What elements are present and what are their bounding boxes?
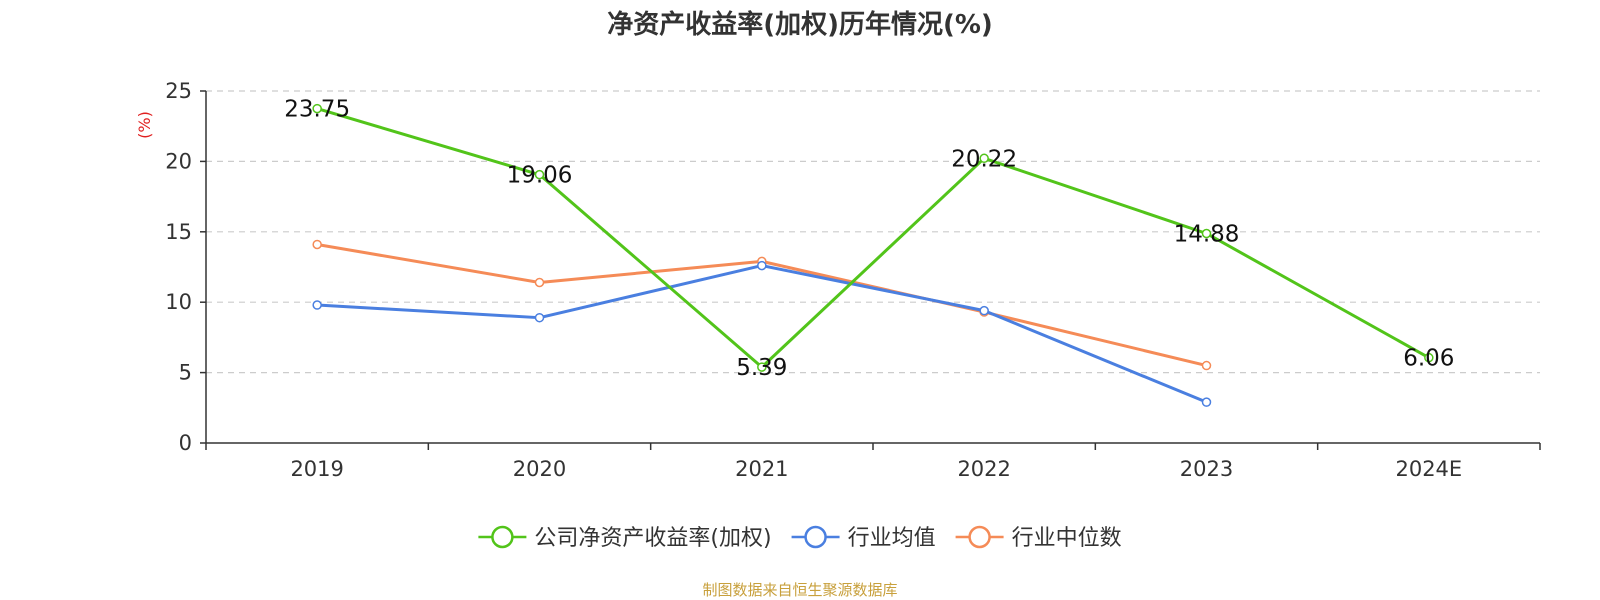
legend-item-2[interactable]: 行业中位数 <box>955 525 1122 551</box>
legend-item-1[interactable]: 行业均值 <box>791 525 936 551</box>
data-label-2019: 23.75 <box>284 97 350 123</box>
y-tick-label-15: 15 <box>165 220 192 244</box>
data-label-2020: 19.06 <box>507 163 573 189</box>
data-label-2024E: 6.06 <box>1403 346 1454 372</box>
series-1-point-2 <box>757 260 767 271</box>
series <box>312 103 1434 407</box>
series-2-point-0 <box>312 239 322 250</box>
series-0-point-3 <box>979 153 989 164</box>
legend-item-0[interactable]: 公司净资产收益率(加权) <box>478 525 772 551</box>
y-tick-label-25: 25 <box>165 79 192 103</box>
x-tick-label-2020: 2020 <box>513 457 566 481</box>
series-0-point-2 <box>757 362 767 372</box>
legend-label-2: 行业中位数 <box>1012 526 1122 551</box>
series-1-point-3 <box>979 305 989 316</box>
y-tick-label-10: 10 <box>165 290 192 314</box>
series-1-point-0 <box>312 300 322 310</box>
series-0-point-1 <box>534 169 545 180</box>
data-labels: 23.75 19.06 5.39 20.22 14.88 6.06 <box>284 97 1454 382</box>
gridlines <box>206 90 1540 374</box>
series-0-point-5 <box>1424 352 1434 363</box>
legend-label-1: 行业均值 <box>848 526 936 551</box>
y-axis-label: (%) <box>135 111 154 139</box>
legend-label-0: 公司净资产收益率(加权) <box>534 526 771 551</box>
series-2-point-4 <box>1201 360 1212 371</box>
data-label-2021: 5.39 <box>736 355 787 381</box>
x-tick-label-2021: 2021 <box>735 457 788 481</box>
series-0-point-4 <box>1201 228 1212 239</box>
series-1-point-4 <box>1201 397 1212 407</box>
chart-title: 净资产收益率(加权)历年情况(%) <box>607 10 993 40</box>
y-tick-label-5: 5 <box>179 361 192 385</box>
y-tick-label-20: 20 <box>165 149 192 173</box>
legend[interactable]: 公司净资产收益率(加权) 行业均值 行业中位数 <box>478 525 1122 551</box>
x-tick-label-2024E: 2024E <box>1395 457 1462 481</box>
axes: 0 5 10 15 20 25 (%) 2019 2020 2021 2022 2023 2024E <box>135 79 1541 481</box>
data-label-2023: 14.88 <box>1174 221 1240 247</box>
source-footer: 制图数据来自恒生聚源数据库 <box>702 581 898 599</box>
series-line-0 <box>316 107 1430 369</box>
x-tick-label-2023: 2023 <box>1180 457 1233 481</box>
series-2-point-1 <box>534 277 545 288</box>
series-1-point-1 <box>534 312 545 323</box>
series-0-point-0 <box>312 103 322 114</box>
x-tick-label-2022: 2022 <box>957 457 1010 481</box>
legend-swatch-marker-1 <box>804 525 827 549</box>
legend-swatch-marker-0 <box>491 525 514 549</box>
y-tick-label-0: 0 <box>179 431 192 455</box>
x-tick-label-2019: 2019 <box>290 457 343 481</box>
data-label-2022: 20.22 <box>951 146 1017 172</box>
legend-swatch-marker-2 <box>968 525 991 549</box>
